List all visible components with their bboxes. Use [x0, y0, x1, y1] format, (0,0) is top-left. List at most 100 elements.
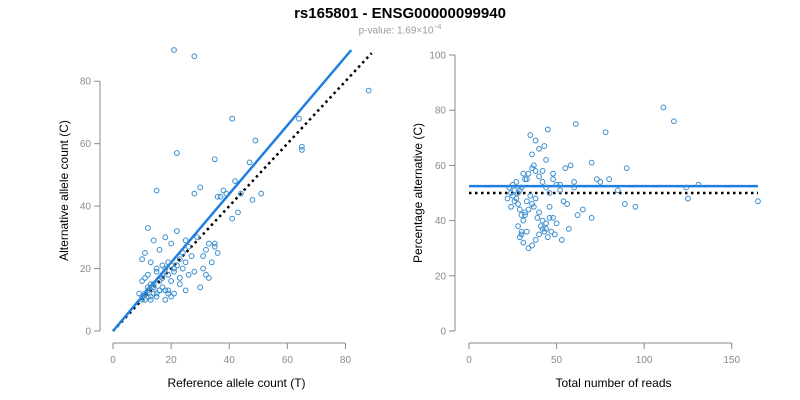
data-point — [162, 265, 169, 272]
data-point — [588, 159, 595, 166]
data-point — [298, 147, 305, 153]
y-tick-label: 20 — [435, 271, 447, 282]
data-point — [203, 271, 209, 278]
data-point — [165, 290, 172, 297]
data-point — [546, 214, 553, 221]
data-point — [162, 234, 169, 241]
data-point — [214, 193, 221, 200]
data-point — [162, 287, 169, 294]
data-point — [179, 265, 186, 272]
data-point — [557, 181, 563, 188]
data-point — [685, 195, 691, 202]
data-point — [518, 212, 525, 218]
data-point — [153, 187, 160, 194]
data-point — [593, 176, 600, 183]
data-point — [197, 284, 204, 291]
data-point — [162, 296, 169, 303]
data-point — [515, 201, 521, 207]
data-point — [150, 284, 157, 291]
data-point — [509, 181, 516, 188]
y-tick-label: 80 — [80, 77, 92, 88]
data-point — [214, 250, 221, 256]
data-point — [527, 132, 534, 138]
data-point — [546, 203, 553, 210]
data-point — [671, 118, 677, 125]
data-point — [144, 284, 151, 291]
data-point — [150, 290, 157, 297]
data-point — [211, 156, 218, 163]
data-point — [168, 293, 175, 300]
data-point — [298, 143, 305, 150]
data-point — [185, 243, 192, 250]
data-point — [522, 176, 528, 183]
data-point — [523, 228, 530, 235]
y-tick-label: 80 — [435, 106, 447, 117]
data-point — [365, 87, 372, 94]
data-point — [165, 259, 172, 266]
data-point — [296, 115, 302, 122]
data-point — [522, 209, 528, 216]
data-point — [602, 129, 609, 136]
data-point — [147, 296, 154, 303]
data-point — [176, 281, 183, 288]
data-point — [543, 220, 549, 227]
data-point — [144, 293, 151, 300]
data-point — [530, 203, 537, 210]
data-point — [529, 242, 535, 249]
data-point — [249, 196, 256, 203]
data-point — [168, 278, 175, 284]
data-point — [153, 290, 160, 297]
x-tick-label: 50 — [551, 355, 563, 366]
data-point — [518, 184, 525, 191]
data-point — [550, 170, 556, 177]
data-point — [520, 239, 527, 246]
data-point — [144, 225, 151, 231]
data-point — [558, 237, 565, 243]
data-point — [156, 246, 163, 253]
data-point — [660, 104, 667, 111]
data-point — [191, 53, 198, 60]
data-point — [205, 240, 212, 247]
x-tick-label: 100 — [636, 355, 653, 366]
pvalue-exponent: −4 — [433, 24, 442, 31]
x-tick-label: 0 — [466, 355, 472, 366]
x-tick-label: 60 — [282, 355, 294, 366]
data-point — [565, 225, 572, 232]
data-point — [153, 293, 160, 300]
data-point — [546, 190, 553, 196]
data-point — [509, 192, 516, 199]
data-point — [621, 201, 628, 207]
data-point — [579, 206, 586, 213]
x-axis-title: Reference allele count (T) — [167, 376, 305, 390]
data-point — [532, 168, 539, 174]
data-point — [168, 240, 175, 247]
data-point — [504, 195, 511, 202]
data-point — [508, 203, 514, 210]
data-point — [139, 293, 145, 300]
data-point — [182, 259, 189, 266]
data-point — [139, 278, 145, 284]
data-point — [246, 159, 253, 166]
data-point — [194, 234, 201, 241]
data-point — [182, 287, 189, 294]
data-point — [235, 209, 241, 216]
x-axis-title: Total number of reads — [555, 376, 671, 390]
data-point — [525, 245, 532, 252]
data-point — [229, 215, 236, 222]
pvalue-subtitle: p-value: 1.69×10−4 — [0, 24, 800, 36]
data-point — [185, 271, 192, 278]
data-point — [165, 271, 172, 278]
data-point — [200, 265, 206, 272]
data-point — [237, 190, 244, 197]
data-point — [562, 165, 569, 172]
data-point — [136, 290, 143, 297]
data-point — [539, 179, 546, 185]
data-point — [153, 268, 160, 275]
data-point — [147, 259, 154, 266]
data-point — [516, 206, 523, 213]
data-point — [536, 173, 542, 180]
y-tick-label: 100 — [429, 51, 446, 62]
data-point — [150, 237, 157, 244]
x-tick-label: 0 — [110, 355, 116, 366]
data-point — [156, 278, 163, 284]
